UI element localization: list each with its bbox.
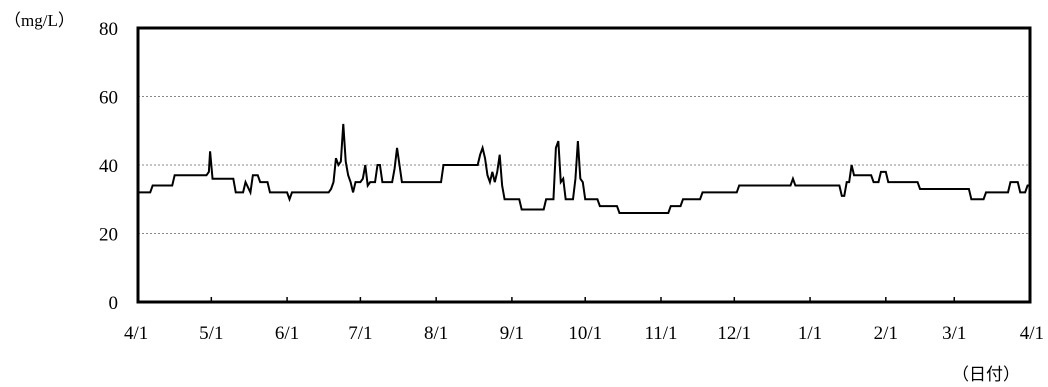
gridlines — [138, 96, 1030, 234]
x-tick-label: 4/1 — [1020, 323, 1044, 344]
x-tick-label: 4/1 — [124, 323, 148, 344]
x-tick-label: 6/1 — [275, 323, 299, 344]
series-line — [138, 123, 1030, 214]
y-axis-unit-label: （mg/L） — [4, 11, 75, 30]
y-tick-label: 60 — [99, 88, 118, 109]
x-tick-label: 9/1 — [500, 323, 524, 344]
y-tick-label: 0 — [109, 293, 119, 314]
x-tick-label: 1/1 — [798, 323, 822, 344]
x-tick-label: 8/1 — [424, 323, 448, 344]
y-tick-label: 20 — [99, 225, 118, 246]
x-tick-label: 11/1 — [644, 323, 677, 344]
x-tick-label: 2/1 — [874, 323, 898, 344]
y-tick-label: 80 — [99, 19, 118, 40]
y-tick-label: 40 — [99, 156, 118, 177]
x-tick-label: 3/1 — [942, 323, 966, 344]
x-tick-label: 7/1 — [348, 323, 372, 344]
x-tick-label: 10/1 — [568, 323, 602, 344]
x-axis-unit-label: （日付） — [952, 365, 1020, 384]
plot-area-frame — [136, 26, 1032, 304]
x-tick-label: 12/1 — [717, 323, 751, 344]
x-axis-ticks: 4/1 5/1 6/1 7/1 8/1 9/1 10/1 11/1 12/1 1/1 2/1 3/1 4… — [124, 297, 1044, 344]
x-tick-label: 5/1 — [199, 323, 223, 344]
y-axis-ticks: 0 20 40 60 80 — [99, 19, 118, 314]
